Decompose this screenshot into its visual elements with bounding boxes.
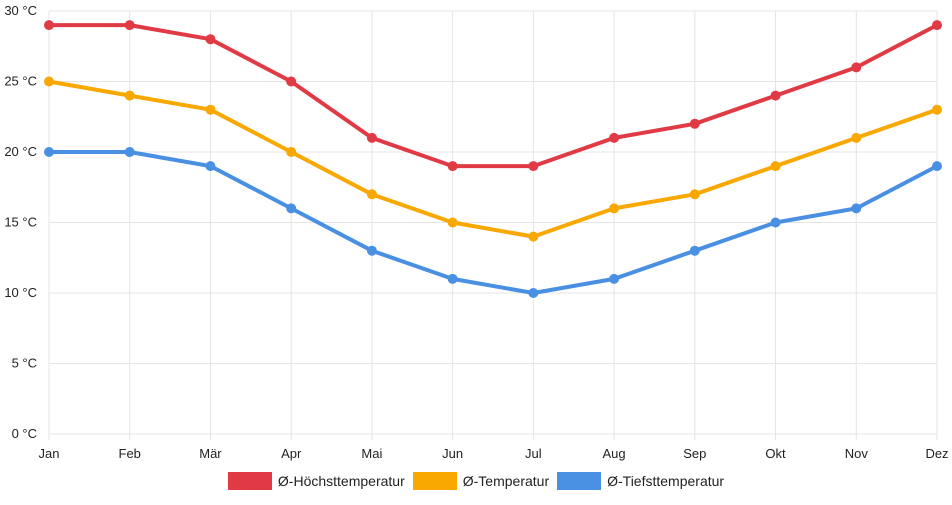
series-1 bbox=[44, 20, 942, 172]
data-point[interactable] bbox=[851, 203, 862, 214]
data-point[interactable] bbox=[932, 104, 942, 115]
data-point[interactable] bbox=[447, 273, 458, 284]
data-point[interactable] bbox=[770, 90, 781, 101]
legend-swatch bbox=[557, 472, 602, 490]
data-point[interactable] bbox=[932, 161, 942, 172]
x-tick-label: Sep bbox=[683, 446, 706, 461]
data-point[interactable] bbox=[851, 132, 862, 143]
y-tick-label: 0 °C bbox=[12, 426, 37, 441]
x-tick-label: Mai bbox=[361, 446, 382, 461]
y-tick-label: 15 °C bbox=[4, 215, 37, 230]
legend-label: Ø-Temperatur bbox=[462, 473, 550, 489]
x-tick-label: Jul bbox=[525, 446, 542, 461]
data-point[interactable] bbox=[447, 217, 458, 228]
data-point[interactable] bbox=[689, 118, 700, 129]
data-point[interactable] bbox=[609, 203, 620, 214]
data-point[interactable] bbox=[366, 189, 377, 200]
legend-swatch bbox=[412, 472, 457, 490]
data-point[interactable] bbox=[44, 147, 54, 157]
legend-item[interactable]: Ø-Tiefsttemperatur bbox=[557, 472, 724, 490]
data-point[interactable] bbox=[286, 203, 297, 214]
data-point[interactable] bbox=[689, 245, 700, 256]
legend-item[interactable]: Ø-Höchsttemperatur bbox=[227, 472, 405, 490]
series-2 bbox=[44, 76, 942, 242]
y-tick-label: 5 °C bbox=[12, 356, 37, 371]
series-line bbox=[47, 79, 939, 239]
data-point[interactable] bbox=[286, 147, 297, 157]
legend-label: Ø-Höchsttemperatur bbox=[277, 473, 405, 489]
chart-legend: Ø-Höchsttemperatur Ø-Temperatur Ø-Tiefstte… bbox=[0, 472, 952, 490]
y-tick-label: 10 °C bbox=[4, 285, 37, 300]
x-tick-label: Nov bbox=[845, 446, 869, 461]
data-point[interactable] bbox=[609, 273, 620, 284]
x-tick-label: Aug bbox=[603, 446, 626, 461]
x-tick-label: Jan bbox=[39, 446, 60, 461]
data-point[interactable] bbox=[44, 76, 54, 87]
data-point[interactable] bbox=[286, 76, 297, 87]
x-tick-label: Mär bbox=[199, 446, 222, 461]
legend-item[interactable]: Ø-Temperatur bbox=[412, 472, 550, 490]
y-tick-label: 25 °C bbox=[4, 74, 37, 89]
series-line bbox=[47, 23, 939, 169]
data-point[interactable] bbox=[770, 217, 781, 228]
data-point[interactable] bbox=[932, 20, 942, 31]
x-tick-label: Apr bbox=[281, 446, 302, 461]
series-line bbox=[47, 150, 939, 295]
x-tick-label: Dez bbox=[925, 446, 948, 461]
data-point[interactable] bbox=[205, 104, 216, 115]
data-point[interactable] bbox=[851, 62, 862, 73]
x-tick-label: Feb bbox=[119, 446, 141, 461]
data-point[interactable] bbox=[124, 147, 135, 157]
data-point[interactable] bbox=[689, 189, 700, 200]
data-point[interactable] bbox=[528, 231, 539, 242]
data-point[interactable] bbox=[124, 90, 135, 101]
series-lines bbox=[44, 20, 942, 298]
legend-label: Ø-Tiefsttemperatur bbox=[607, 473, 725, 489]
data-point[interactable] bbox=[366, 132, 377, 143]
x-tick-label: Okt bbox=[765, 446, 786, 461]
data-point[interactable] bbox=[528, 161, 539, 172]
data-point[interactable] bbox=[205, 34, 216, 45]
data-point[interactable] bbox=[770, 161, 781, 172]
data-point[interactable] bbox=[44, 20, 54, 31]
y-tick-label: 20 °C bbox=[4, 144, 37, 159]
series-3 bbox=[44, 147, 942, 298]
y-tick-label: 30 °C bbox=[4, 3, 37, 18]
x-tick-label: Jun bbox=[442, 446, 463, 461]
data-point[interactable] bbox=[528, 288, 539, 298]
data-point[interactable] bbox=[609, 132, 620, 143]
data-point[interactable] bbox=[366, 245, 377, 256]
data-point[interactable] bbox=[447, 161, 458, 172]
data-point[interactable] bbox=[124, 20, 135, 31]
data-point[interactable] bbox=[205, 161, 216, 172]
grid-lines bbox=[48, 10, 938, 440]
legend-swatch bbox=[227, 472, 272, 490]
axis-labels: 0 °C 5 °C 10 °C 15 °C 20 °C 25 °C 30 °C Jan Feb M… bbox=[4, 3, 948, 461]
